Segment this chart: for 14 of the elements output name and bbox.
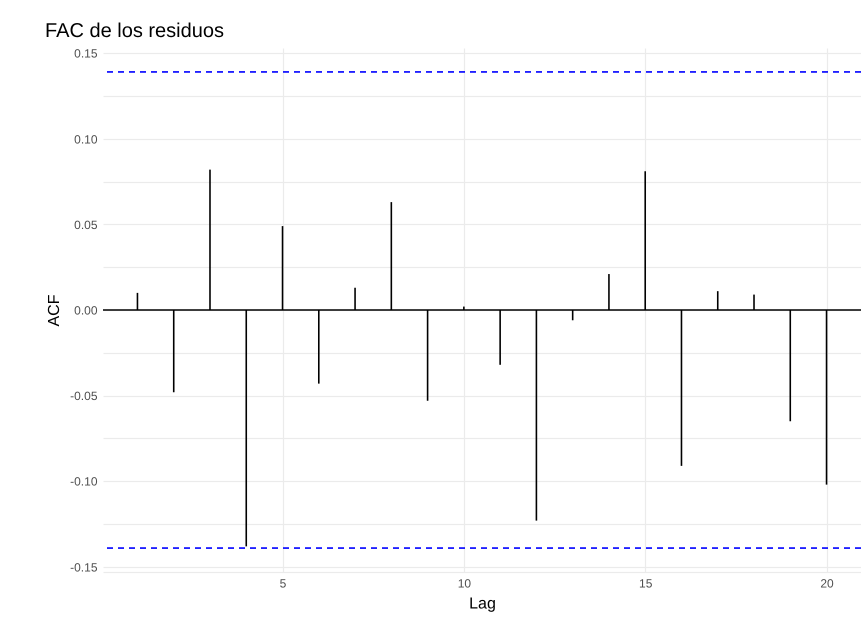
y-axis-title: ACF <box>46 294 64 326</box>
x-tick-label: 5 <box>280 576 287 590</box>
y-tick-label: 0.05 <box>74 218 98 232</box>
y-tick-label: 0.15 <box>74 46 98 61</box>
y-tick-label: 0.10 <box>74 132 98 146</box>
y-tick-label: -0.05 <box>70 389 98 404</box>
y-tick-label: 0.00 <box>74 304 98 318</box>
x-tick-label: 20 <box>820 576 834 590</box>
x-tick-label: 15 <box>639 576 653 590</box>
x-tick-label: 10 <box>458 576 472 590</box>
x-axis-title: Lag <box>469 596 496 612</box>
y-tick-label: -0.10 <box>70 474 98 489</box>
chart-title: FAC de los residuos <box>45 20 224 42</box>
y-tick-label: -0.15 <box>70 560 98 574</box>
